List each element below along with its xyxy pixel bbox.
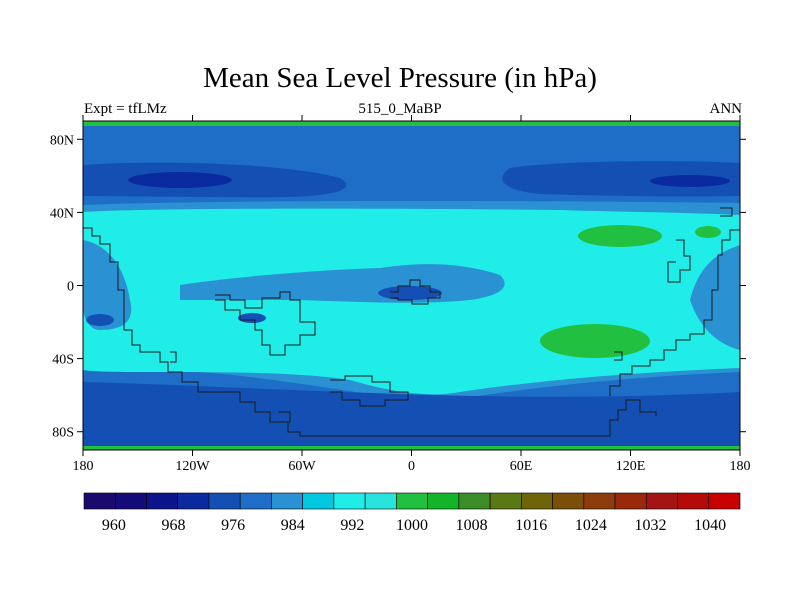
colorbar-swatch	[364, 492, 397, 510]
colorbar-swatch	[177, 492, 210, 510]
x-tick-label: 0	[408, 459, 415, 474]
coast-europe	[390, 279, 441, 305]
field-north-low-core-e	[650, 175, 730, 187]
field-north-low-east	[502, 161, 740, 197]
y-tick-label: 40S	[52, 353, 74, 368]
colorbar-swatch	[458, 492, 491, 510]
field-high-south	[540, 324, 650, 358]
y-tick-label: 40N	[50, 206, 74, 221]
colorbar-swatch	[708, 492, 741, 510]
colorbar-swatch	[302, 492, 335, 510]
colorbar-swatch	[677, 492, 710, 510]
x-tick-label: 180	[73, 459, 94, 474]
colorbar-label: 1040	[694, 517, 726, 534]
x-tick-label: 120E	[616, 459, 646, 474]
colorbar-swatch	[552, 492, 585, 510]
coast-asia-land	[609, 229, 740, 396]
coast-americas	[83, 227, 657, 437]
colorbar-swatch	[333, 492, 366, 510]
field-north-low-core-w	[128, 172, 232, 188]
field-tropical-core	[378, 286, 442, 300]
colorbar-swatch	[521, 492, 553, 510]
field-high-pacific-n	[695, 226, 721, 238]
coast-islands-sa	[170, 351, 177, 363]
x-tick-label: 120W	[175, 459, 210, 474]
coast-antarctic-pen	[278, 411, 291, 423]
colorbar-swatch	[208, 492, 241, 510]
colorbar-label: 976	[221, 517, 245, 534]
colorbar-swatch	[146, 492, 179, 510]
colorbar-swatch	[239, 492, 272, 510]
y-tick-label: 80S	[52, 426, 74, 441]
colorbar-swatch	[614, 492, 647, 510]
field-south-low	[83, 382, 740, 446]
colorbar-swatch	[271, 492, 303, 510]
field-south-edge	[83, 446, 740, 450]
colorbar-swatch	[114, 492, 147, 510]
colorbar-swatch	[396, 492, 428, 510]
colorbar-swatch	[583, 492, 616, 510]
left-string: Expt = tfLMz	[84, 101, 167, 117]
colorbar-swatch	[645, 492, 678, 510]
colorbar-swatch	[83, 492, 116, 510]
colorbar-label: 1008	[456, 517, 488, 534]
colorbar-label: 984	[281, 517, 305, 534]
right-string: ANN	[709, 101, 743, 117]
colorbar-label: 1032	[635, 517, 667, 534]
coast-asia-west	[667, 239, 691, 283]
coast-antarctic-west	[330, 375, 409, 407]
x-tick-label: 60W	[288, 459, 316, 474]
colorbar-label: 992	[340, 517, 364, 534]
colorbar-label: 960	[102, 517, 126, 534]
chart-title: Mean Sea Level Pressure (in hPa)	[203, 62, 597, 94]
field-tropical-sa	[238, 313, 266, 323]
field-north-edge	[83, 121, 740, 126]
colorbar-label: 1024	[575, 517, 607, 534]
colorbar-label: 968	[161, 517, 185, 534]
colorbar-swatch	[427, 492, 460, 510]
y-tick-label: 80N	[50, 133, 74, 148]
center-string: 515_0_MaBP	[358, 101, 442, 117]
coast-island	[614, 351, 623, 361]
colorbar-swatch	[489, 492, 522, 510]
colorbar-label: 1016	[515, 517, 547, 534]
x-tick-label: 60E	[510, 459, 533, 474]
colorbar-label: 1000	[396, 517, 428, 534]
field-high-asia	[578, 225, 662, 247]
field-tropical-west	[83, 240, 132, 330]
y-tick-label: 0	[67, 280, 74, 295]
field-tropical-west-core	[86, 314, 114, 326]
coast-asia-east	[720, 207, 733, 217]
x-tick-label: 180	[730, 459, 751, 474]
coast-africa	[215, 291, 316, 356]
